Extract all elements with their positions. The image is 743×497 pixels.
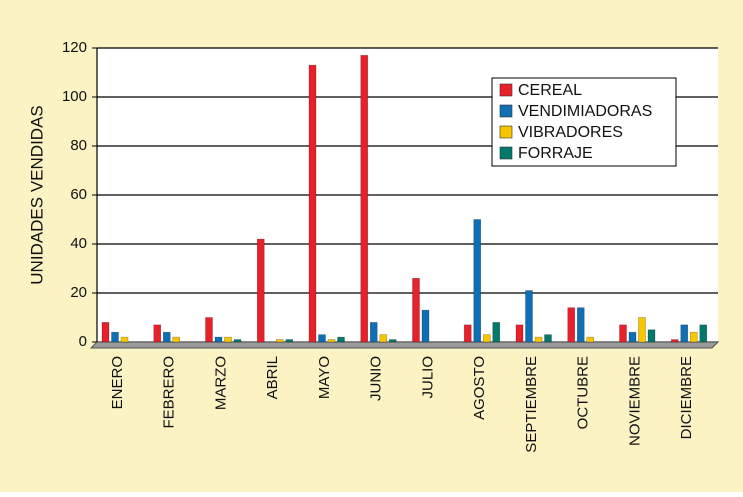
bar — [162, 331, 171, 343]
bar — [482, 334, 491, 343]
bar — [275, 339, 284, 343]
x-tick-label: FEBRERO — [161, 356, 178, 429]
y-axis-title: UNIDADES VENDIDAS — [27, 105, 46, 284]
bar — [256, 238, 265, 343]
bar — [308, 64, 317, 343]
bar — [327, 339, 336, 343]
x-tick-label: NOVIEMBRE — [626, 356, 643, 446]
bar — [318, 334, 326, 343]
legend-label: FORRAJE — [518, 145, 593, 162]
bar — [421, 309, 430, 343]
legend-swatch — [499, 146, 513, 160]
y-tick-label: 0 — [79, 333, 87, 350]
bar — [379, 334, 388, 343]
bar — [567, 307, 576, 343]
bar — [101, 322, 110, 343]
y-tick-label: 100 — [62, 88, 87, 105]
bar — [628, 331, 637, 343]
bar — [699, 324, 708, 343]
bar — [670, 339, 679, 343]
legend-label: CEREAL — [518, 82, 582, 99]
legend-box — [491, 77, 677, 167]
legend-swatch — [499, 83, 513, 97]
bar — [638, 317, 646, 343]
x-tick-label: DICIEMBRE — [678, 356, 695, 439]
bar — [224, 336, 232, 343]
bar — [369, 322, 378, 343]
x-tick-label: MAYO — [316, 356, 333, 399]
bar — [576, 307, 585, 343]
bar — [111, 331, 119, 343]
y-tick-label: 60 — [70, 186, 87, 203]
x-tick-label: ENERO — [109, 356, 126, 409]
y-tick-label: 120 — [62, 39, 87, 56]
bar — [619, 324, 627, 343]
bar — [515, 324, 524, 343]
floor — [89, 341, 720, 349]
x-tick-label: SEPTIEMBRE — [523, 356, 540, 453]
bar — [689, 331, 698, 343]
bar — [647, 329, 656, 343]
x-tick-label: JUNIO — [368, 356, 385, 401]
bar — [233, 339, 242, 343]
bar — [412, 277, 420, 343]
legend-label: VIBRADORES — [518, 124, 623, 141]
bar — [205, 317, 213, 343]
bar — [463, 324, 472, 343]
x-tick-label: OCTUBRE — [575, 356, 592, 429]
bar — [492, 322, 501, 343]
legend-label: VENDIMIADORAS — [518, 103, 652, 120]
x-tick-label: JULIO — [419, 356, 436, 399]
bar — [360, 55, 369, 343]
x-tick-label: AGOSTO — [471, 356, 488, 420]
bar — [534, 336, 543, 343]
bar — [388, 339, 397, 343]
bar — [544, 334, 552, 343]
bar — [153, 324, 162, 343]
y-tick-label: 40 — [70, 235, 87, 252]
y-tick-label: 80 — [70, 137, 87, 154]
bar — [680, 324, 689, 343]
bar — [586, 336, 595, 343]
bar — [285, 339, 294, 343]
bar — [337, 336, 345, 343]
bar — [172, 336, 181, 343]
legend-swatch — [499, 104, 513, 118]
bar — [525, 290, 533, 343]
bar — [214, 336, 223, 343]
x-tick-label: MARZO — [212, 356, 229, 410]
bar — [473, 219, 482, 343]
legend-swatch — [499, 125, 513, 139]
bar — [120, 336, 129, 343]
x-tick-label: ABRIL — [264, 356, 281, 399]
y-tick-label: 20 — [70, 284, 87, 301]
